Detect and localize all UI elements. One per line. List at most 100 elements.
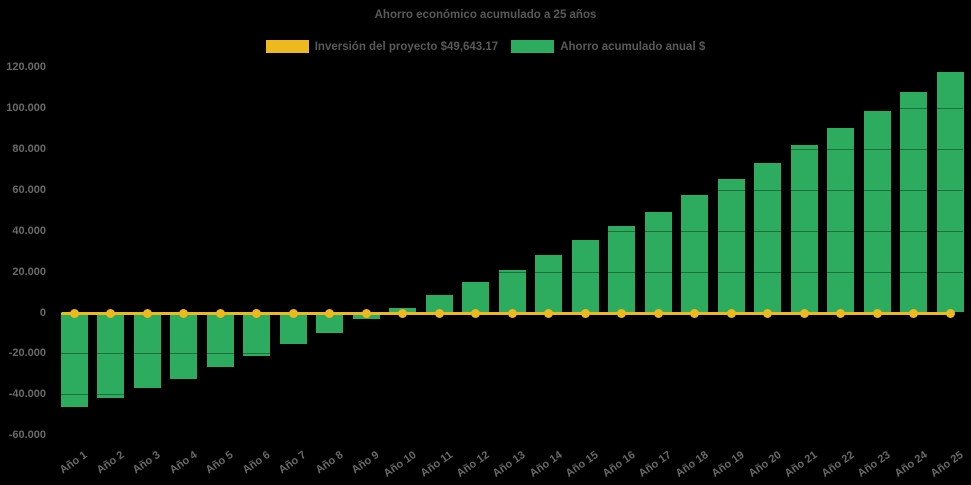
savings-bar-año-15 — [571, 240, 599, 313]
investment-point — [142, 308, 152, 318]
savings-legend-label: Ahorro acumulado anual $ — [560, 40, 706, 53]
x-tick-label: Año 19 — [709, 449, 747, 480]
y-tick-label: 40.000 — [12, 224, 46, 237]
savings-bar-año-23 — [863, 110, 891, 313]
x-tick-label: Año 6 — [240, 449, 273, 477]
gridline — [61, 435, 963, 437]
savings-bar-año-20 — [754, 162, 781, 313]
x-tick-label: Año 11 — [418, 449, 455, 480]
y-tick-label: 0 — [39, 306, 46, 319]
gridline — [61, 148, 963, 150]
x-tick-label: Año 20 — [746, 449, 784, 480]
investment-point — [836, 308, 845, 318]
y-tick-label: -20.000 — [8, 347, 46, 360]
savings-bar-año-19 — [717, 178, 745, 313]
savings-bar-año-4 — [170, 312, 197, 379]
savings-bar-año-13 — [498, 269, 526, 313]
x-tick-label: Año 1 — [57, 449, 90, 477]
y-tick-label: -40.000 — [8, 388, 46, 401]
x-tick-label: Año 21 — [782, 449, 820, 480]
x-tick-label: Año 14 — [527, 449, 565, 480]
savings-bar-año-6 — [243, 312, 270, 356]
investment-point — [215, 308, 225, 318]
x-tick-label: Año 18 — [673, 449, 711, 480]
x-tick-label: Año 8 — [313, 449, 346, 477]
investment-point — [872, 308, 882, 318]
savings-bar-año-16 — [608, 226, 635, 313]
investment-point — [507, 308, 517, 318]
savings-bar-año-3 — [133, 312, 161, 388]
y-tick-label: 80.000 — [12, 142, 46, 155]
legend-item-savings: Ahorro acumulado anual $ — [511, 40, 705, 53]
x-tick-label: Año 5 — [203, 449, 236, 477]
x-tick-label: Año 3 — [130, 449, 163, 477]
y-tick-label: 120.000 — [6, 60, 46, 73]
chart-title: Ahorro económico acumulado a 25 años — [374, 9, 597, 21]
investment-point — [288, 308, 298, 318]
investment-line — [61, 311, 953, 315]
investment-point — [580, 308, 590, 318]
x-tick-label: Año 25 — [928, 449, 966, 480]
investment-point — [106, 308, 115, 318]
y-tick-label: 100.000 — [6, 101, 46, 114]
gridline — [61, 394, 963, 396]
investment-point — [361, 308, 371, 318]
investment-point — [945, 308, 955, 318]
gridline — [61, 66, 963, 68]
savings-bar-año-22 — [827, 128, 854, 313]
legend-item-investment: Inversión del proyecto $49,643.17 — [265, 40, 499, 53]
investment-point — [325, 308, 334, 318]
y-tick-label: 60.000 — [12, 183, 46, 196]
savings-bar-año-7 — [279, 312, 307, 344]
savings-bar-año-17 — [644, 212, 672, 313]
x-tick-label: Año 9 — [349, 449, 382, 477]
y-tick-label: -60.000 — [8, 429, 46, 442]
investment-point — [434, 308, 444, 318]
savings-bar-año-21 — [790, 144, 818, 313]
savings-bar-año-18 — [681, 195, 708, 313]
investment-point — [252, 308, 261, 318]
investment-legend-swatch — [265, 40, 309, 53]
x-tick-label: Año 23 — [855, 449, 893, 480]
x-tick-label: Año 15 — [563, 449, 601, 480]
investment-point — [690, 308, 699, 318]
savings-legend-swatch — [511, 40, 555, 53]
investment-point — [799, 308, 809, 318]
gridline — [61, 230, 963, 232]
savings-bar-año-1 — [60, 312, 88, 408]
savings-bar-año-5 — [206, 312, 234, 368]
savings-bar-año-25 — [936, 72, 964, 313]
x-tick-label: Año 16 — [600, 449, 638, 480]
gridline — [61, 107, 963, 109]
gridline — [61, 271, 963, 273]
gridline — [61, 353, 963, 355]
savings-bar-año-11 — [425, 294, 453, 313]
x-tick-label: Año 13 — [490, 449, 528, 480]
investment-point — [653, 308, 663, 318]
x-tick-label: Año 7 — [276, 449, 309, 477]
savings-bar-año-24 — [900, 91, 927, 313]
x-tick-label: Año 12 — [454, 449, 492, 480]
gridline — [61, 189, 963, 191]
chart-legend: Inversión del proyecto $49,643.17 Ahorro… — [0, 40, 971, 53]
x-tick-label: Año 10 — [381, 449, 419, 480]
x-tick-label: Año 17 — [636, 449, 674, 480]
savings-bar-año-8 — [316, 312, 343, 333]
investment-legend-label: Inversión del proyecto $49,643.17 — [314, 40, 499, 53]
investment-point — [69, 308, 79, 318]
investment-point — [617, 308, 626, 318]
savings-bar-año-14 — [535, 255, 562, 313]
y-tick-label: 20.000 — [12, 265, 46, 278]
investment-point — [763, 308, 772, 318]
x-tick-label: Año 2 — [94, 449, 127, 477]
savings-bar-año-2 — [97, 312, 124, 399]
investment-point — [179, 308, 188, 318]
x-tick-label: Año 4 — [167, 449, 200, 477]
investment-point — [909, 308, 918, 318]
investment-point — [471, 308, 480, 318]
investment-point — [726, 308, 736, 318]
investment-point — [544, 308, 553, 318]
x-tick-label: Año 22 — [819, 449, 857, 480]
savings-bar-año-12 — [462, 282, 489, 313]
